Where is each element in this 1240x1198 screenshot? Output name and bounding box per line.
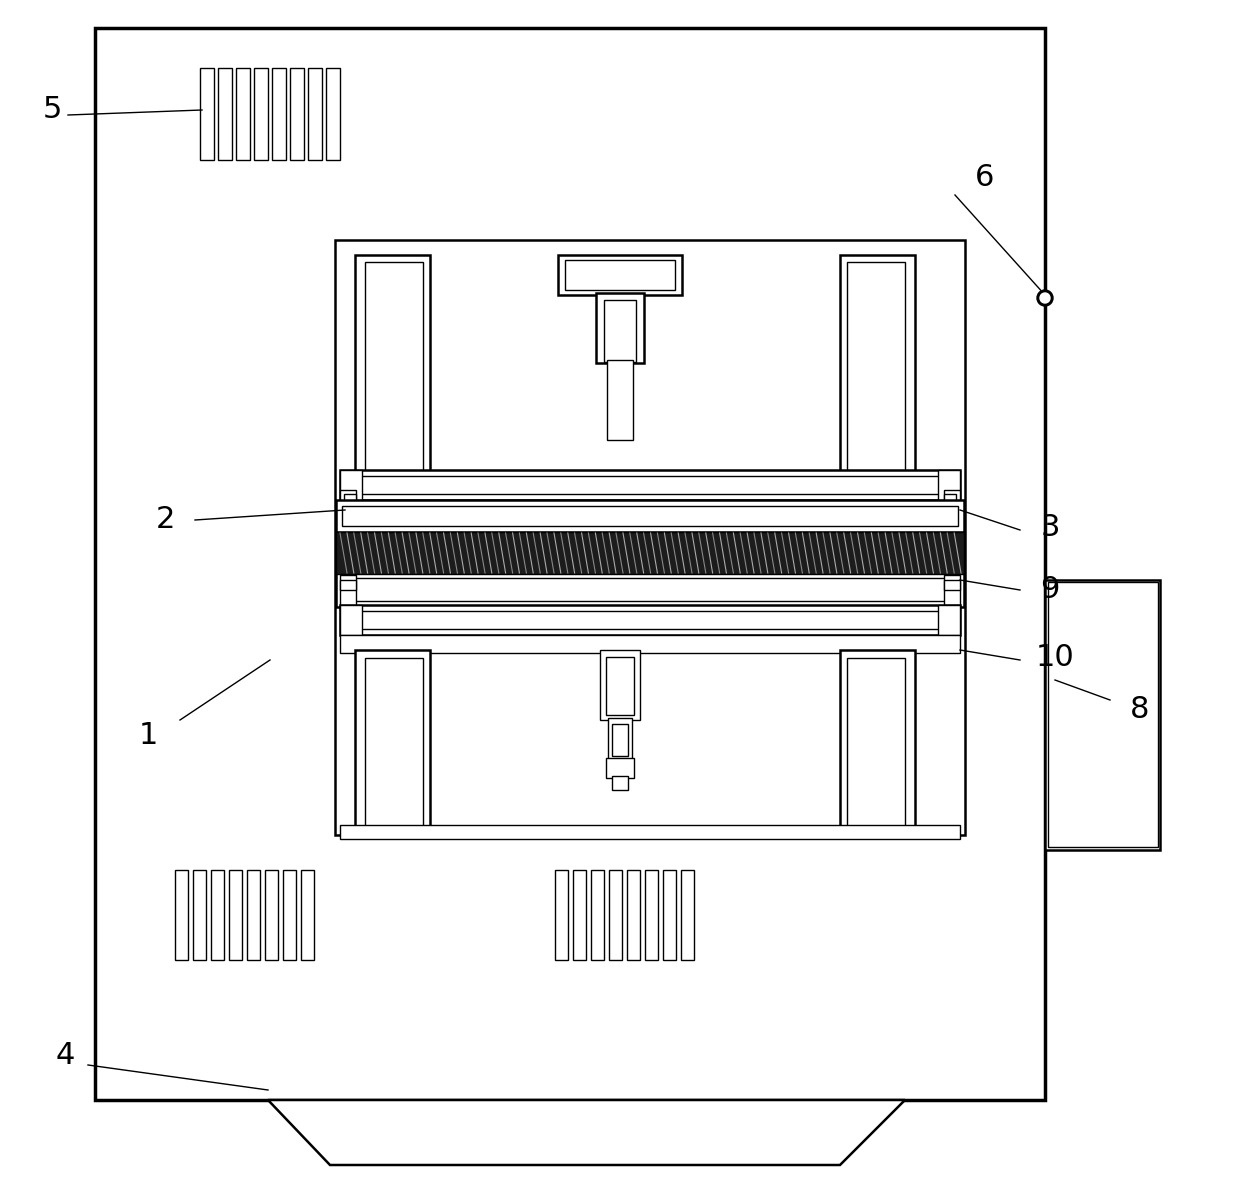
Bar [606,758,634,778]
Bar [573,870,587,960]
Bar [211,870,224,960]
Text: 6: 6 [976,163,994,193]
Bar [609,870,622,960]
Bar [944,580,960,589]
Bar [336,532,963,574]
Bar [236,68,250,161]
Text: 5: 5 [42,96,62,125]
Text: 9: 9 [1040,575,1060,605]
Bar [340,490,356,504]
Bar [342,506,959,526]
Bar [200,68,215,161]
Bar [326,68,340,161]
Bar [565,260,675,290]
Text: 1: 1 [139,720,157,750]
Bar [95,28,1045,1100]
Bar [340,575,356,610]
Bar [346,476,954,494]
Bar [613,724,627,756]
Bar [556,870,568,960]
Bar [1045,580,1159,851]
Bar [247,870,260,960]
Circle shape [1037,290,1053,305]
Bar [847,262,905,472]
Bar [343,494,356,504]
Bar [627,870,640,960]
Bar [342,577,959,601]
Bar [272,68,286,161]
Bar [340,635,960,653]
Bar [290,68,304,161]
Bar [839,255,915,474]
Bar [613,776,627,789]
Text: 8: 8 [1130,696,1149,725]
Bar [608,718,632,760]
Bar [604,300,636,362]
Bar [681,870,694,960]
Bar [1048,582,1158,847]
Bar [600,651,640,720]
Text: 3: 3 [1040,514,1060,543]
Bar [340,470,960,500]
Polygon shape [268,1100,905,1164]
Bar [340,605,960,635]
Bar [606,657,634,715]
Bar [645,870,658,960]
Bar [340,825,960,839]
Circle shape [1040,294,1050,303]
Bar [558,255,682,295]
Bar [355,651,430,835]
Bar [335,240,965,835]
Bar [847,658,905,828]
Bar [254,68,268,161]
Bar [944,490,960,504]
Bar [944,575,960,610]
Bar [301,870,314,960]
Bar [229,870,242,960]
Bar [175,870,188,960]
Bar [937,470,960,500]
Text: 4: 4 [56,1041,74,1070]
Bar [346,611,954,629]
Bar [336,500,963,532]
Bar [365,262,423,472]
Bar [340,470,362,500]
Bar [283,870,296,960]
Bar [340,605,362,635]
Bar [839,651,915,835]
Bar [663,870,676,960]
Bar [608,361,632,440]
Bar [944,494,956,504]
Text: 2: 2 [155,506,175,534]
Bar [365,658,423,828]
Bar [937,605,960,635]
Bar [355,255,430,474]
Bar [340,580,356,589]
Bar [193,870,206,960]
Bar [308,68,322,161]
Text: 10: 10 [1035,643,1074,672]
Bar [218,68,232,161]
Bar [265,870,278,960]
Bar [596,294,644,363]
Bar [336,571,963,607]
Bar [591,870,604,960]
